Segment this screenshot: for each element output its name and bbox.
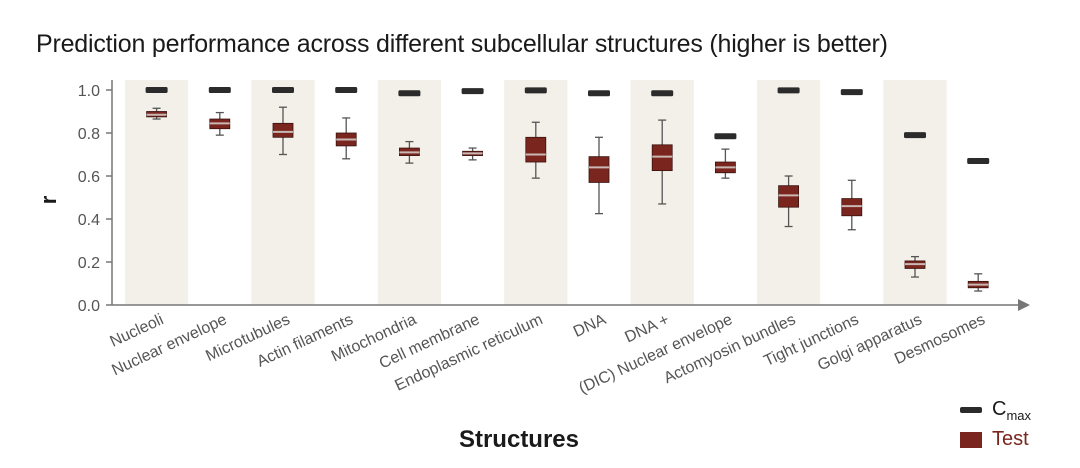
cmax-marker: [208, 87, 231, 93]
legend-cmax-swatch: [960, 406, 982, 413]
legend-item-cmax: Cmax: [960, 398, 1031, 423]
cmax-marker: [714, 133, 737, 140]
x-tick-label: Golgi apparatus: [815, 311, 925, 374]
test-box: [841, 198, 863, 217]
cmax-marker: [461, 88, 484, 95]
cmax-marker: [967, 157, 990, 164]
test-box: [588, 156, 610, 183]
legend-test-label: Test: [992, 428, 1029, 450]
cmax-marker: [524, 87, 547, 94]
y-tick-label: 0.6: [78, 169, 100, 186]
plot-marks: [145, 87, 990, 292]
legend-item-test: Test: [960, 428, 1029, 451]
legend-cmax-label: C: [992, 398, 1007, 420]
cmax-marker: [335, 87, 358, 93]
y-tick-label: 1.0: [78, 83, 100, 100]
x-axis-arrow: [1018, 299, 1030, 311]
legend-test-swatch: [960, 431, 982, 448]
x-tick-label: DNA: [571, 311, 609, 341]
cmax-marker: [777, 87, 800, 94]
x-axis-label: Structures: [459, 426, 579, 453]
cmax-marker: [588, 90, 610, 97]
test-box: [272, 122, 294, 138]
cmax-marker: [840, 89, 863, 96]
test-box: [778, 185, 799, 208]
cmax-marker: [651, 90, 674, 97]
y-tick-label: 0.0: [78, 298, 100, 315]
y-tick-label: 0.8: [78, 126, 100, 143]
y-tick-label: 0.2: [78, 255, 100, 272]
cmax-marker: [272, 87, 294, 93]
cmax-marker: [398, 90, 421, 97]
test-box: [525, 136, 547, 163]
cmax-marker: [904, 132, 926, 139]
column-shade: [504, 80, 568, 305]
y-ticks: 0.0 0.2 0.4 0.6 0.8 1.0: [78, 83, 112, 315]
y-axis-label: r: [36, 195, 61, 204]
axes: [111, 80, 1030, 311]
column-shading: [125, 80, 947, 305]
cmax-marker: [145, 87, 168, 93]
column-shade: [377, 80, 441, 305]
legend-cmax-subscript: max: [1006, 408, 1032, 423]
y-tick-label: 0.4: [78, 212, 100, 229]
chart-title: Prediction performance across different …: [36, 30, 888, 58]
test-box: [651, 144, 673, 172]
